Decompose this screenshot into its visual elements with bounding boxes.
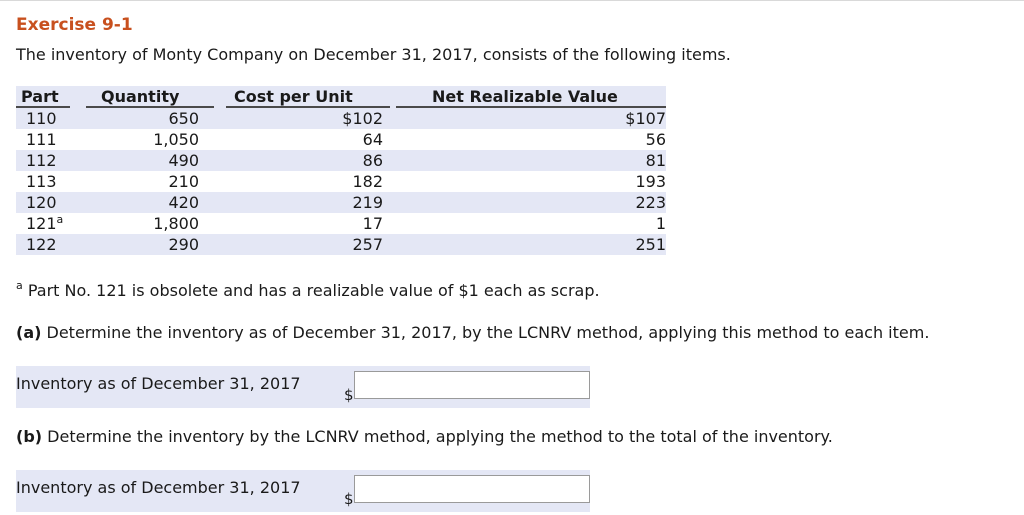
- quantity-cell: 1,800: [153, 214, 199, 233]
- table-row: 122 290 257 251: [16, 234, 666, 255]
- inventory-b-input[interactable]: [354, 475, 590, 503]
- part-cell: 113: [26, 172, 57, 191]
- quantity-cell: 650: [168, 109, 199, 128]
- cost-cell: 64: [362, 130, 383, 149]
- header-cost-underline: [226, 106, 390, 108]
- part-cell: 120: [26, 193, 57, 212]
- quantity-cell: 420: [168, 193, 199, 212]
- footnote: a Part No. 121 is obsolete and has a rea…: [16, 279, 600, 300]
- part-cell: 111: [26, 130, 57, 149]
- answer-a-currency: $: [344, 386, 354, 404]
- exercise-title: Exercise 9-1: [16, 15, 133, 35]
- answer-b-row: Inventory as of December 31, 2017 $: [16, 470, 590, 512]
- question-b: (b) Determine the inventory by the LCNRV…: [16, 427, 833, 446]
- part-cell: 121a: [26, 213, 64, 233]
- table-body: 110 650 $102 $107 111 1,050 64 56 112 490 86 81 113 2…: [16, 108, 666, 255]
- header-quantity-underline: [86, 106, 214, 108]
- nrv-cell: 81: [645, 151, 666, 170]
- table-row: 121a 1,800 17 1: [16, 213, 666, 234]
- question-a: (a) Determine the inventory as of Decemb…: [16, 323, 929, 342]
- quantity-cell: 210: [168, 172, 199, 191]
- table-row: 112 490 86 81: [16, 150, 666, 171]
- question-a-label: (a): [16, 323, 42, 342]
- header-nrv-underline: [396, 106, 666, 108]
- table-row: 113 210 182 193: [16, 171, 666, 192]
- footnote-text: Part No. 121 is obsolete and has a reali…: [27, 281, 600, 300]
- part-cell: 122: [26, 235, 57, 254]
- answer-a-label: Inventory as of December 31, 2017: [16, 374, 301, 393]
- answer-b-label: Inventory as of December 31, 2017: [16, 478, 301, 497]
- footnote-mark: a: [16, 279, 23, 292]
- question-b-text: Determine the inventory by the LCNRV met…: [47, 427, 833, 446]
- header-part: Part: [21, 87, 59, 106]
- quantity-cell: 1,050: [153, 130, 199, 149]
- question-b-label: (b): [16, 427, 43, 446]
- header-cost-per-unit: Cost per Unit: [234, 87, 353, 106]
- header-part-underline: [16, 106, 70, 108]
- quantity-cell: 490: [168, 151, 199, 170]
- header-quantity: Quantity: [101, 87, 180, 106]
- nrv-cell: 193: [635, 172, 666, 191]
- cost-cell: 219: [352, 193, 383, 212]
- exercise-intro: The inventory of Monty Company on Decemb…: [16, 45, 731, 64]
- part-footnote-mark: a: [56, 213, 64, 226]
- cost-cell: 182: [352, 172, 383, 191]
- top-border: [0, 0, 1024, 1]
- header-nrv: Net Realizable Value: [432, 87, 618, 106]
- cost-cell: 17: [362, 214, 383, 233]
- nrv-cell: $107: [625, 109, 666, 128]
- inventory-table: Part Quantity Cost per Unit Net Realizab…: [16, 86, 666, 255]
- nrv-cell: 223: [635, 193, 666, 212]
- table-row: 120 420 219 223: [16, 192, 666, 213]
- part-cell: 112: [26, 151, 57, 170]
- answer-a-row: Inventory as of December 31, 2017 $: [16, 366, 590, 408]
- cost-cell: $102: [342, 109, 383, 128]
- answer-b-currency: $: [344, 490, 354, 508]
- nrv-cell: 56: [645, 130, 666, 149]
- part-cell: 110: [26, 109, 57, 128]
- cost-cell: 257: [352, 235, 383, 254]
- table-header: Part Quantity Cost per Unit Net Realizab…: [16, 86, 666, 108]
- question-a-text: Determine the inventory as of December 3…: [46, 323, 930, 342]
- nrv-cell: 251: [635, 235, 666, 254]
- table-row: 110 650 $102 $107: [16, 108, 666, 129]
- nrv-cell: 1: [655, 214, 666, 233]
- table-row: 111 1,050 64 56: [16, 129, 666, 150]
- inventory-a-input[interactable]: [354, 371, 590, 399]
- cost-cell: 86: [362, 151, 383, 170]
- quantity-cell: 290: [168, 235, 199, 254]
